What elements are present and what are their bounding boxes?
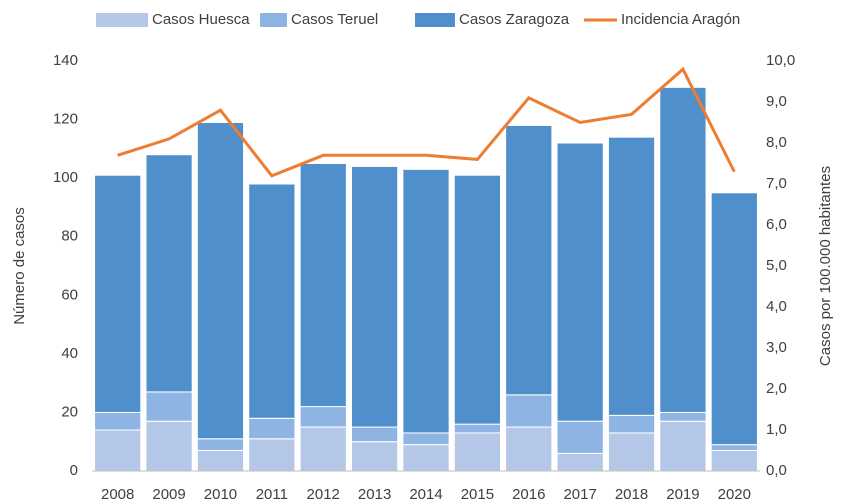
bar-segment <box>248 417 296 440</box>
bar-segment <box>505 426 553 472</box>
y-tick-label: 20 <box>61 403 78 420</box>
bar-segment <box>607 136 656 416</box>
y-tick-label: 120 <box>53 111 78 128</box>
y-tick-label: 80 <box>61 228 78 245</box>
y-tick-label: 0 <box>70 462 78 479</box>
legend-swatch <box>260 13 287 27</box>
legend-label: Casos Teruel <box>291 11 378 28</box>
y2-tick-label: 3,0 <box>766 339 787 356</box>
bar-segment <box>299 163 347 408</box>
bar-segment <box>710 192 758 446</box>
x-tick-label: 2012 <box>307 486 340 503</box>
x-tick-label: 2009 <box>152 486 185 503</box>
bar-segment <box>556 452 604 472</box>
bar-segment <box>505 124 553 396</box>
y-tick-label: 40 <box>61 345 78 362</box>
line <box>117 66 736 178</box>
x-tick-label: 2018 <box>615 486 648 503</box>
bar-segment <box>94 411 142 431</box>
bar-segment <box>350 165 399 428</box>
bar-segment <box>402 168 450 434</box>
bar-segment <box>402 432 450 446</box>
bar-segment <box>248 183 296 419</box>
y-tick-label: 60 <box>61 286 78 303</box>
bar-segment <box>453 174 502 425</box>
bar-segment <box>248 438 296 472</box>
x-tick-label: 2015 <box>461 486 494 503</box>
bar-segment <box>94 429 142 472</box>
bar-segment <box>299 406 347 428</box>
x-tick-label: 2010 <box>204 486 237 503</box>
bar-segment <box>659 86 707 413</box>
y-tick-label: 100 <box>53 169 78 186</box>
legend-label: Casos Huesca <box>152 11 250 28</box>
bar-segment <box>505 394 553 428</box>
y-tick-label: 140 <box>53 52 78 69</box>
bar-segment <box>196 122 245 440</box>
y2-axis-title: Casos por 100.000 habitantes <box>817 166 834 366</box>
bar-segment <box>402 444 450 472</box>
bar-segment <box>607 414 656 434</box>
y2-tick-label: 9,0 <box>766 93 787 110</box>
y2-tick-label: 1,0 <box>766 421 787 438</box>
y2-tick-label: 8,0 <box>766 134 787 151</box>
legend-swatch <box>96 13 148 27</box>
bar-segment <box>299 426 347 472</box>
y2-tick-label: 0,0 <box>766 462 787 479</box>
x-tick-label: 2011 <box>256 486 288 503</box>
legend-label: Casos Zaragoza <box>459 11 570 28</box>
bar-segment <box>607 432 656 472</box>
bar-segment <box>145 154 193 393</box>
bar-segment <box>145 420 193 472</box>
y2-tick-label: 6,0 <box>766 216 787 233</box>
x-tick-label: 2020 <box>718 486 751 503</box>
legend-swatch <box>415 13 455 27</box>
bar-segment <box>710 444 758 451</box>
bar-segment <box>659 411 707 422</box>
bar-segment <box>556 142 604 422</box>
bar-segment <box>350 441 399 472</box>
x-tick-label: 2013 <box>358 486 391 503</box>
bar-segment <box>710 450 758 472</box>
bar-segment <box>94 174 142 413</box>
bar-segment <box>196 450 245 472</box>
bar-segment <box>145 391 193 422</box>
y2-tick-label: 4,0 <box>766 298 787 315</box>
bar-segment <box>196 438 245 451</box>
y-axis-title: Número de casos <box>11 207 28 325</box>
x-tick-label: 2008 <box>101 486 134 503</box>
x-tick-label: 2019 <box>666 486 699 503</box>
x-tick-label: 2014 <box>409 486 442 503</box>
y2-tick-label: 2,0 <box>766 380 787 397</box>
x-tick-label: 2017 <box>563 486 596 503</box>
y2-tick-label: 10,0 <box>766 52 795 69</box>
bar-segment <box>453 423 502 434</box>
bar-segment <box>350 426 399 443</box>
bar-segment <box>659 420 707 472</box>
y2-tick-label: 7,0 <box>766 175 787 192</box>
y2-tick-label: 5,0 <box>766 257 787 274</box>
x-tick-label: 2016 <box>512 486 545 503</box>
bar-segment <box>453 432 502 472</box>
bar-segment <box>556 420 604 454</box>
legend-label: Incidencia Aragón <box>621 11 740 28</box>
